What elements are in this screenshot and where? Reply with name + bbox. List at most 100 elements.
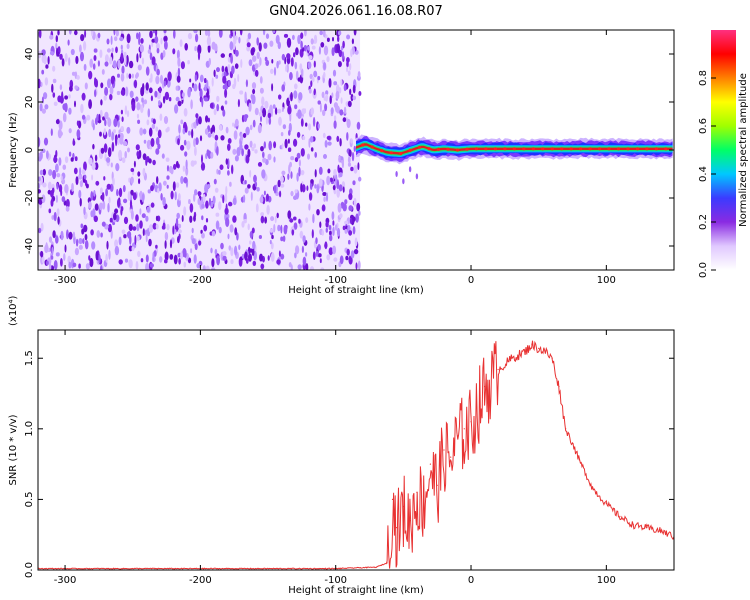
noise-blob xyxy=(84,30,87,38)
snr-point xyxy=(402,505,404,508)
noise-blob xyxy=(64,156,69,164)
noise-blob xyxy=(227,143,231,151)
noise-blob xyxy=(262,157,267,163)
noise-blob xyxy=(101,69,105,75)
noise-blob xyxy=(278,250,281,257)
snr-point xyxy=(531,343,533,345)
noise-blob xyxy=(343,84,347,92)
noise-blob xyxy=(244,180,247,185)
snr-point xyxy=(565,428,567,430)
noise-blob xyxy=(185,159,188,170)
noise-blob xyxy=(160,37,163,45)
noise-blob xyxy=(183,206,187,216)
noise-blob xyxy=(273,141,277,149)
noise-blob xyxy=(222,109,226,117)
signal-peak-point xyxy=(380,149,384,153)
noise-blob xyxy=(302,256,307,266)
noise-blob xyxy=(340,97,343,104)
noise-blob xyxy=(181,92,185,98)
noise-blob xyxy=(259,87,264,94)
noise-blob xyxy=(290,190,294,197)
noise-blob xyxy=(228,201,233,207)
noise-blob xyxy=(113,212,117,221)
noise-blob xyxy=(342,186,345,193)
noise-blob xyxy=(351,38,354,45)
noise-blob xyxy=(181,215,184,222)
noise-blob xyxy=(115,46,118,54)
colorbar-tick-label: 0.8 xyxy=(698,70,709,86)
noise-blob xyxy=(148,224,154,233)
noise-blob xyxy=(191,128,194,139)
noise-blob xyxy=(68,231,73,240)
noise-blob xyxy=(193,160,197,165)
noise-blob xyxy=(301,245,304,253)
noise-blob xyxy=(286,53,291,60)
noise-blob xyxy=(248,253,252,262)
noise-blob xyxy=(115,163,120,172)
noise-blob xyxy=(213,69,216,78)
noise-blob xyxy=(88,255,91,261)
noise-blob xyxy=(39,169,44,176)
noise-blob xyxy=(258,111,263,117)
noise-blob xyxy=(96,113,100,121)
noise-blob xyxy=(62,164,67,170)
noise-blob xyxy=(135,260,139,270)
noise-blob xyxy=(235,49,239,57)
spectrogram-marks xyxy=(38,30,673,270)
signal-peak-point xyxy=(455,148,460,152)
noise-blob xyxy=(142,128,147,135)
noise-blob xyxy=(260,115,262,123)
signal-peak-point xyxy=(370,145,374,149)
noise-blob xyxy=(244,144,249,150)
noise-blob xyxy=(306,185,309,191)
noise-blob xyxy=(313,60,316,68)
noise-blob xyxy=(250,47,255,56)
noise-blob xyxy=(309,266,315,270)
snr-x-axis-label: Height of straight line (km) xyxy=(288,585,424,596)
noise-blob xyxy=(323,62,326,70)
noise-blob xyxy=(211,267,216,270)
noise-blob xyxy=(103,95,107,101)
noise-blob xyxy=(323,196,326,202)
snr-point xyxy=(443,449,445,451)
noise-blob xyxy=(230,54,234,64)
noise-blob xyxy=(155,42,160,50)
noise-blob xyxy=(55,42,58,50)
snr-point xyxy=(659,529,662,532)
noise-blob xyxy=(101,192,105,202)
noise-blob xyxy=(142,167,146,177)
noise-blob xyxy=(337,164,340,173)
noise-blob xyxy=(249,140,253,148)
noise-blob xyxy=(312,251,316,260)
noise-blob xyxy=(225,203,228,213)
noise-blob xyxy=(353,249,359,255)
noise-blob xyxy=(66,229,69,240)
noise-blob xyxy=(89,257,94,268)
noise-blob xyxy=(183,176,188,184)
noise-blob xyxy=(320,42,325,48)
noise-blob xyxy=(155,126,159,132)
noise-blob xyxy=(244,187,249,194)
noise-blob xyxy=(255,203,259,213)
noise-blob xyxy=(187,130,191,136)
noise-blob xyxy=(195,113,199,119)
noise-blob xyxy=(322,30,326,38)
noise-blob xyxy=(104,86,109,96)
noise-blob xyxy=(199,135,203,142)
noise-blob xyxy=(188,199,191,205)
noise-blob xyxy=(270,216,275,222)
noise-blob xyxy=(154,36,159,44)
noise-blob xyxy=(131,101,136,112)
noise-blob xyxy=(307,61,312,69)
noise-blob xyxy=(261,96,265,106)
noise-blob xyxy=(99,187,103,195)
noise-blob xyxy=(155,223,159,230)
noise-blob xyxy=(355,262,358,270)
noise-blob xyxy=(278,116,282,126)
noise-blob xyxy=(94,89,97,98)
noise-blob xyxy=(99,109,103,118)
noise-blob xyxy=(56,47,59,57)
noise-blob xyxy=(346,60,349,68)
noise-blob xyxy=(145,233,148,243)
noise-blob xyxy=(298,159,301,167)
